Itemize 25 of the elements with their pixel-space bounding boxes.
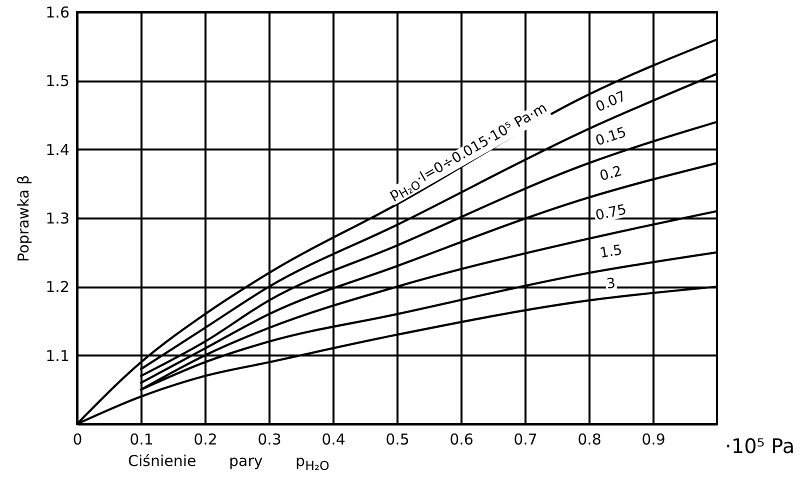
x-tick-label: 0.5	[386, 430, 410, 448]
x-tick-label: 0.8	[578, 430, 602, 448]
y-tick-label: 1.2	[46, 278, 70, 296]
x-tick-label: 0.1	[130, 430, 154, 448]
x-tick-label: 0.4	[322, 430, 346, 448]
text: 1.5	[598, 242, 624, 262]
y-tick-label: 1.5	[46, 72, 70, 90]
text: 0.15	[593, 125, 630, 150]
x-axis-title: Ciśnienie pary p$_{H₂O}$	[128, 452, 330, 473]
x-tick-label: 0.7	[514, 430, 538, 448]
y-tick-label: 1.3	[46, 210, 70, 228]
text: 0.75	[594, 201, 630, 224]
x-tick-label: 0.3	[258, 430, 282, 448]
text: ·10⁵ Pa	[725, 434, 795, 458]
text: 0.07	[593, 88, 630, 116]
y-tick-label: 1.1	[46, 346, 70, 365]
x-tick-label: 0.2	[194, 430, 218, 448]
y-axis-title: Poprawka β	[14, 175, 33, 262]
x-tick-label: 0.6	[450, 430, 474, 448]
text: 0.2	[598, 163, 625, 184]
x-tick-label: 0.9	[642, 430, 666, 448]
text: 3	[605, 275, 618, 292]
y-tick-label: 1.6	[46, 4, 70, 22]
x-tick-label: 0	[72, 430, 82, 448]
y-tick-label: 1.4	[46, 140, 70, 159]
